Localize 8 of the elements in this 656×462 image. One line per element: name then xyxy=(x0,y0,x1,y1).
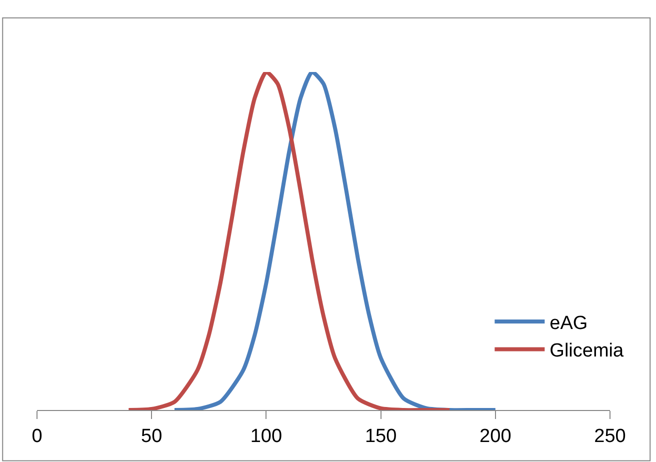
legend-label: Glicemia xyxy=(550,340,624,362)
x-tick-label: 50 xyxy=(141,426,162,447)
x-tick-label: 200 xyxy=(480,426,512,447)
x-tick-label: 100 xyxy=(250,426,282,447)
x-tick-label: 150 xyxy=(364,426,397,447)
x-tick-label: 250 xyxy=(594,426,626,447)
x-tick-label: 0 xyxy=(32,426,42,447)
legend-label: eAG xyxy=(550,312,588,334)
